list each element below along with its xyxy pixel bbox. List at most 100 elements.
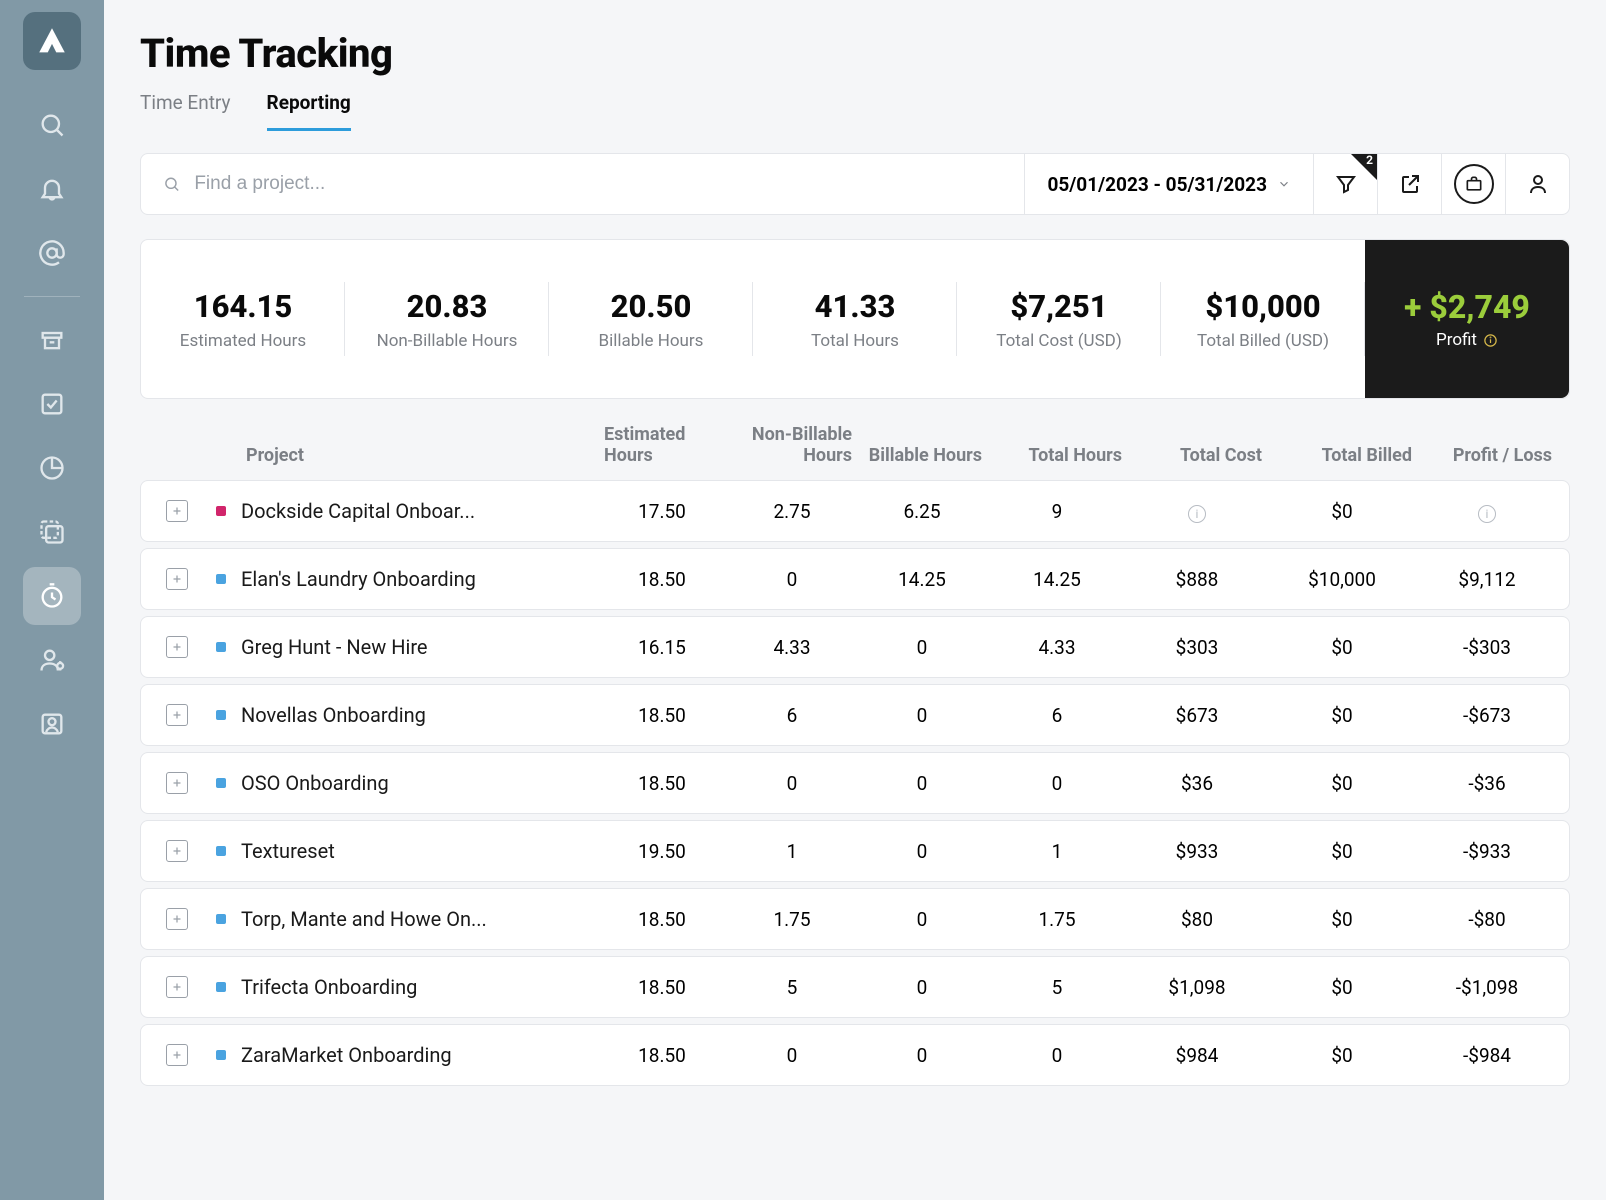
th-nonbillable[interactable]: Non-Billable Hours — [728, 425, 858, 466]
cell-total-hours: 6 — [987, 704, 1127, 727]
tab-time-entry[interactable]: Time Entry — [140, 91, 231, 131]
cell-total-billed: $10,000 — [1267, 568, 1417, 591]
summary-label: Estimated Hours — [180, 331, 306, 351]
profit-label: Profit — [1436, 330, 1498, 350]
info-icon: i — [1478, 505, 1496, 523]
summary-value: $7,251 — [1010, 288, 1107, 325]
table-row[interactable]: ZaraMarket Onboarding18.50000$984$0-$984 — [140, 1024, 1570, 1086]
nav-tasks[interactable] — [23, 375, 81, 433]
expand-button[interactable] — [166, 636, 188, 658]
search-box — [141, 154, 1024, 214]
cell-total-billed: $0 — [1267, 772, 1417, 795]
project-color — [216, 506, 226, 516]
table-row[interactable]: Elan's Laundry Onboarding18.50014.2514.2… — [140, 548, 1570, 610]
expand-button[interactable] — [166, 1044, 188, 1066]
project-name: Elan's Laundry Onboarding — [241, 567, 597, 591]
team-filter[interactable] — [1441, 154, 1505, 214]
th-estimated[interactable]: Estimated Hours — [598, 425, 728, 466]
tab-reporting[interactable]: Reporting — [267, 91, 351, 131]
cell-estimated: 18.50 — [597, 704, 727, 727]
expand-button[interactable] — [166, 500, 188, 522]
nav-divider — [24, 296, 80, 297]
user-filter[interactable] — [1505, 154, 1569, 214]
cell-nonbillable: 0 — [727, 1044, 857, 1067]
expand-button[interactable] — [166, 840, 188, 862]
th-project[interactable]: Project — [240, 446, 598, 467]
cell-nonbillable: 5 — [727, 976, 857, 999]
cell-nonbillable: 0 — [727, 772, 857, 795]
cell-profit-loss: -$36 — [1417, 772, 1557, 795]
table-body: Dockside Capital Onboar...17.502.756.259… — [140, 480, 1570, 1086]
summary-label: Total Cost (USD) — [996, 331, 1122, 351]
summary-value: $10,000 — [1205, 288, 1320, 325]
cell-billable: 0 — [857, 908, 987, 931]
expand-button[interactable] — [166, 568, 188, 590]
search-input[interactable] — [194, 173, 1002, 195]
cell-total-cost: $888 — [1127, 568, 1267, 591]
th-total-cost[interactable]: Total Cost — [1128, 446, 1268, 467]
project-color — [216, 1050, 226, 1060]
th-profit-loss[interactable]: Profit / Loss — [1418, 446, 1558, 467]
nav-notifications[interactable] — [23, 160, 81, 218]
table-row[interactable]: Novellas Onboarding18.50606$673$0-$673 — [140, 684, 1570, 746]
th-total-hours[interactable]: Total Hours — [988, 446, 1128, 467]
table-row[interactable]: Textureset19.50101$933$0-$933 — [140, 820, 1570, 882]
cell-billable: 0 — [857, 976, 987, 999]
cell-estimated: 18.50 — [597, 908, 727, 931]
project-name: OSO Onboarding — [241, 771, 597, 795]
cell-total-billed: $0 — [1267, 908, 1417, 931]
chevron-down-icon — [1277, 177, 1291, 191]
th-total-billed[interactable]: Total Billed — [1268, 446, 1418, 467]
project-color — [216, 574, 226, 584]
nav-mentions[interactable] — [23, 224, 81, 282]
app-logo[interactable] — [23, 12, 81, 70]
summary-profit: + $2,749 Profit — [1365, 240, 1569, 398]
project-name: Greg Hunt - New Hire — [241, 635, 597, 659]
cell-total-hours: 0 — [987, 1044, 1127, 1067]
summary-label: Billable Hours — [599, 331, 704, 351]
nav-archive[interactable] — [23, 311, 81, 369]
expand-button[interactable] — [166, 772, 188, 794]
table-row[interactable]: Dockside Capital Onboar...17.502.756.259… — [140, 480, 1570, 542]
expand-button[interactable] — [166, 908, 188, 930]
summary-total-cost: $7,251 Total Cost (USD) — [957, 240, 1161, 398]
summary-estimated-hours: 164.15 Estimated Hours — [141, 240, 345, 398]
table-row[interactable]: Greg Hunt - New Hire16.154.3304.33$303$0… — [140, 616, 1570, 678]
nav-people[interactable] — [23, 631, 81, 689]
summary-total-hours: 41.33 Total Hours — [753, 240, 957, 398]
cell-billable: 0 — [857, 704, 987, 727]
project-name: Trifecta Onboarding — [241, 975, 597, 999]
tabs: Time Entry Reporting — [140, 91, 1570, 131]
nav-time-tracking[interactable] — [23, 567, 81, 625]
export-button[interactable] — [1377, 154, 1441, 214]
expand-button[interactable] — [166, 976, 188, 998]
project-color — [216, 846, 226, 856]
th-billable[interactable]: Billable Hours — [858, 446, 988, 467]
cell-total-cost: $303 — [1127, 636, 1267, 659]
cell-profit-loss: -$673 — [1417, 704, 1557, 727]
cell-total-hours: 1 — [987, 840, 1127, 863]
info-icon — [1483, 333, 1498, 348]
date-range-picker[interactable]: 05/01/2023 - 05/31/2023 — [1024, 154, 1313, 214]
nav-contacts[interactable] — [23, 695, 81, 753]
nav-reports[interactable] — [23, 439, 81, 497]
cell-estimated: 18.50 — [597, 1044, 727, 1067]
cell-billable: 0 — [857, 840, 987, 863]
nav-capacity[interactable] — [23, 503, 81, 561]
cell-profit-loss: -$933 — [1417, 840, 1557, 863]
expand-button[interactable] — [166, 704, 188, 726]
table-row[interactable]: Torp, Mante and Howe On...18.501.7501.75… — [140, 888, 1570, 950]
cell-total-cost: $80 — [1127, 908, 1267, 931]
nav-search[interactable] — [23, 96, 81, 154]
table-row[interactable]: OSO Onboarding18.50000$36$0-$36 — [140, 752, 1570, 814]
project-color — [216, 710, 226, 720]
cell-nonbillable: 1.75 — [727, 908, 857, 931]
filter-button[interactable]: 2 — [1313, 154, 1377, 214]
info-icon: i — [1188, 505, 1206, 523]
summary-label: Non-Billable Hours — [377, 331, 518, 351]
table-row[interactable]: Trifecta Onboarding18.50505$1,098$0-$1,0… — [140, 956, 1570, 1018]
cell-total-billed: $0 — [1267, 840, 1417, 863]
cell-billable: 0 — [857, 636, 987, 659]
cell-nonbillable: 1 — [727, 840, 857, 863]
briefcase-avatar — [1454, 164, 1494, 204]
